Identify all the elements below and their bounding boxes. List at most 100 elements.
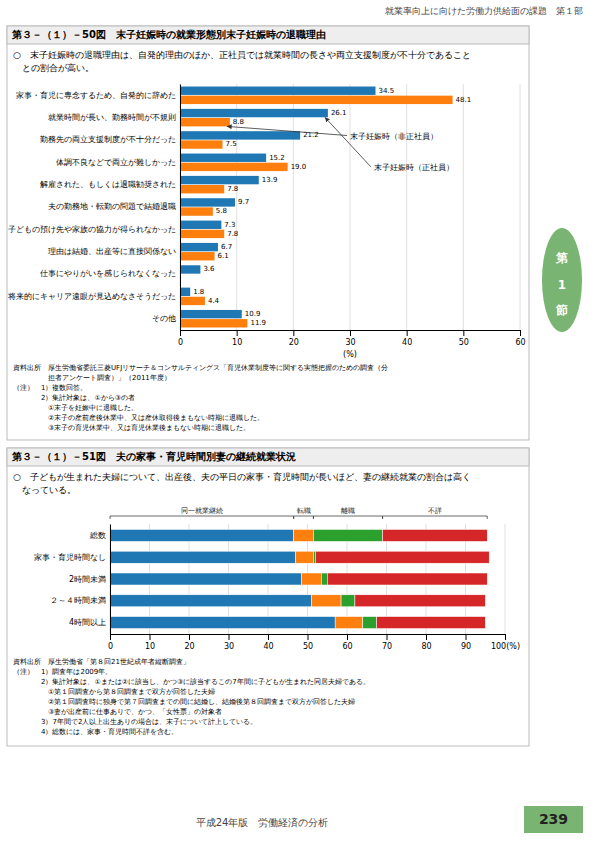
bar xyxy=(335,617,363,629)
tick-label: 70 xyxy=(382,642,392,651)
bar xyxy=(180,288,190,296)
tick-label: 4時間以上 xyxy=(69,618,106,627)
tick: 10 xyxy=(145,634,155,651)
note-line: ①第１回調査から第８回調査まで双方が回答した夫婦 xyxy=(13,688,215,696)
grid-line xyxy=(293,84,294,330)
section-box xyxy=(7,26,529,440)
header-text: 就業率向上に向けた労働力供給面の課題 第１部 xyxy=(385,6,583,16)
grid-line xyxy=(350,84,351,330)
data-label: 7.3 xyxy=(224,221,235,229)
legend-label: 離職 xyxy=(341,507,355,515)
grid-line xyxy=(406,84,407,330)
data-label: 8.8 xyxy=(233,118,244,126)
y-axis: 総数家事・育児時間なし2時間未満２～４時間未満4時間以上 xyxy=(34,525,111,635)
footer-text: 平成24年版 労働経済の分析 xyxy=(196,817,329,828)
note-line: 2）集計対象は、①から③の者 xyxy=(13,394,135,402)
tick-label: 家事・育児時間なし xyxy=(34,553,106,562)
x-axis-title: (%) xyxy=(343,350,357,359)
tick: 60 xyxy=(515,330,525,347)
section-title-bar xyxy=(7,448,529,466)
tick: 80 xyxy=(421,634,431,651)
tick-mark xyxy=(180,330,181,336)
tick: 50 xyxy=(459,330,469,347)
bar xyxy=(110,529,294,541)
note-line: ③妻が出産前に仕事ありで、かつ、「女性票」の対象者 xyxy=(13,708,222,716)
bar xyxy=(302,573,322,585)
data-label: 6.1 xyxy=(218,252,229,260)
note-line: ②第１回調査時に独身で第７回調査までの間に結婚し、結婚後第８回調査まで双方が回答… xyxy=(13,698,355,706)
data-label: 1.8 xyxy=(193,288,204,296)
data-label: 7.5 xyxy=(226,140,237,148)
tick: 2時間未満 xyxy=(69,575,106,584)
tick-label: 10 xyxy=(145,642,155,651)
tick-label: 勤務先の両立支援制度が不十分だった xyxy=(40,135,176,144)
chart-subtitle-line: ○ 末子妊娠時の退職理由は、自発的理由のほか、正社員では就業時間の長さや両立支援… xyxy=(13,50,471,60)
tick: 0 xyxy=(108,634,113,651)
bar xyxy=(110,551,296,563)
bar xyxy=(180,310,242,318)
callout-arrow xyxy=(325,117,371,167)
data-label: 48.1 xyxy=(456,96,472,104)
page-number-box xyxy=(524,806,583,833)
notes: 資料出所 厚生労働省「第８回21世紀成年者縦断調査」（注） 1）調査年は2009… xyxy=(13,658,370,736)
tick: 20 xyxy=(289,330,299,347)
note-line: 2）集計対象は、①または②に該当し、かつ③に該当するこの7年間に子どもが生まれた… xyxy=(13,678,370,686)
note-line: ①末子を妊娠中に退職した。 xyxy=(13,404,138,412)
bar xyxy=(180,319,247,327)
note-line: 4）総数には、家事・育児時間不詳を含む。 xyxy=(13,727,178,736)
section-tab: 第1節 xyxy=(542,228,582,332)
note-line: （注） 1）複数回答。 xyxy=(13,384,87,392)
tick-label: 10 xyxy=(232,338,242,347)
tick-mark xyxy=(308,634,309,640)
tick-label: その他 xyxy=(152,314,176,323)
tick-label: 将来的にキャリア遠眼が見込めなさそうだった xyxy=(7,292,176,301)
tick: 体調不良などで両立が難しかった xyxy=(56,158,176,167)
data-label: 10.9 xyxy=(245,310,261,318)
tick: 90 xyxy=(461,634,471,651)
bar xyxy=(180,87,376,95)
data-label: 15.2 xyxy=(269,154,285,162)
tick: 60 xyxy=(342,634,352,651)
bar xyxy=(110,617,335,629)
bar xyxy=(383,529,488,541)
series xyxy=(315,529,489,628)
note-line: ②末子の産前産後休業中、又は産休取得後まもない時期に退職した。 xyxy=(13,414,264,422)
x-axis: 0102030405060 xyxy=(178,330,526,347)
y-axis: 家事・育児に専念するため、自発的に辞めた就業時間が長い、勤務時間が不規則勤務先の… xyxy=(7,85,181,331)
tick-mark xyxy=(463,330,464,336)
tick: 子どもの預け先や家族の協力が得られなかった xyxy=(8,225,176,234)
tick-label: 30 xyxy=(224,642,234,651)
bar xyxy=(180,230,224,238)
section-title-bar xyxy=(7,26,529,44)
tick: 将来的にキャリア遠眼が見込めなさそうだった xyxy=(7,292,176,301)
chart-subtitle-line: ○ 子どもが生まれた夫婦について、出産後、夫の平日の家事・育児時間が長いほど、妻… xyxy=(13,472,471,482)
grid-line xyxy=(505,524,506,634)
tick-mark xyxy=(426,634,427,640)
bar xyxy=(180,221,221,229)
bar xyxy=(313,529,382,541)
tick-mark xyxy=(347,634,348,640)
tick-label: 家事・育児に専念するため、自発的に辞めた xyxy=(16,91,176,100)
tick-label: 解雇された、もしくは退職勧奨された xyxy=(40,180,176,189)
callout-label: 末子妊娠時（非正社員） xyxy=(350,132,438,141)
grid-line xyxy=(180,84,181,330)
tick: 夫の勤務地・転勤の問題で結婚退職 xyxy=(48,202,176,211)
tick: 総数 xyxy=(89,531,106,540)
tick: 勤務先の両立支援制度が不十分だった xyxy=(40,135,176,144)
bar xyxy=(180,176,259,184)
tick-label: 90 xyxy=(461,642,471,651)
tick: 40 xyxy=(402,330,412,347)
bars xyxy=(110,529,489,628)
tick-mark xyxy=(505,634,506,640)
tick-label: 20 xyxy=(184,642,194,651)
data-label: 6.7 xyxy=(221,243,232,251)
tick-label: 50 xyxy=(303,642,313,651)
tick-label: 60 xyxy=(515,338,525,347)
chart-subtitle-line: なっている。 xyxy=(13,485,76,495)
tick: 50 xyxy=(303,634,313,651)
tick-label: 40 xyxy=(402,338,412,347)
tick: その他 xyxy=(152,314,176,323)
axis-line xyxy=(181,331,521,337)
chart-subtitle: ○ 末子妊娠時の退職理由は、自発的理由のほか、正社員では就業時間の長さや両立支援… xyxy=(13,50,471,73)
chart: 同一就業継続転職離職不詳0102030405060708090100(%)総数家… xyxy=(34,507,520,651)
